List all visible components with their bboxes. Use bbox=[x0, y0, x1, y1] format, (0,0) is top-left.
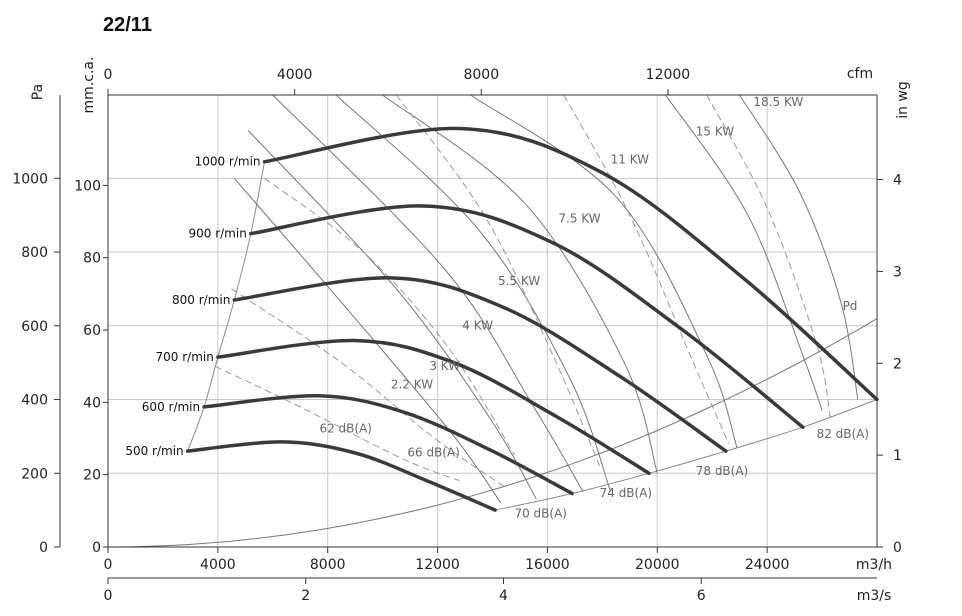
mmca-tick-label: 80 bbox=[83, 251, 101, 267]
m3h-tick-label: 24000 bbox=[745, 557, 790, 573]
mmca-axis-label: mm.c.a. bbox=[81, 57, 97, 114]
m3h-tick-label: 4000 bbox=[200, 557, 236, 573]
pd-label: Pd bbox=[843, 299, 858, 313]
power-line bbox=[665, 94, 823, 411]
speed-curve bbox=[202, 394, 574, 496]
speed-curve bbox=[249, 204, 805, 429]
noise-label: 66 dB(A) bbox=[407, 446, 460, 460]
noise-label: 74 dB(A) bbox=[600, 486, 653, 500]
pa-tick-label: 1000 bbox=[12, 171, 48, 187]
m3h-axis-label: m3/h bbox=[856, 557, 892, 573]
cfm-axis-label: cfm bbox=[847, 66, 873, 82]
cfm-tick-label: 4000 bbox=[277, 67, 313, 83]
pa-tick-label: 600 bbox=[21, 319, 48, 335]
noise-line bbox=[395, 94, 601, 467]
auxiliary-curves bbox=[107, 94, 878, 548]
power-line bbox=[247, 130, 537, 500]
noise-label: 62 dB(A) bbox=[319, 422, 372, 436]
m3h-tick-label: 0 bbox=[104, 557, 113, 573]
noise-label: 82 dB(A) bbox=[817, 427, 870, 441]
end-boundary-line bbox=[495, 399, 878, 511]
m3h-tick-label: 16000 bbox=[525, 557, 570, 573]
cfm-tick-label: 8000 bbox=[463, 67, 499, 83]
chart-title: 22/11 bbox=[103, 14, 152, 36]
mmca-tick-label: 60 bbox=[83, 323, 101, 339]
power-label: 7.5 KW bbox=[558, 212, 600, 226]
inwg-tick-label: 2 bbox=[893, 356, 902, 372]
power-line bbox=[382, 94, 658, 474]
speed-curve-label: 600 r/min bbox=[142, 400, 200, 414]
m3s-axis-label: m3/s bbox=[857, 588, 892, 604]
cfm-tick-label: 12000 bbox=[646, 67, 691, 83]
power-label: 4 KW bbox=[462, 318, 493, 332]
power-label: 2.2 KW bbox=[391, 377, 433, 391]
pd-curve bbox=[107, 318, 878, 548]
m3h-tick-label: 8000 bbox=[310, 557, 346, 573]
mmca-tick-label: 100 bbox=[74, 178, 101, 194]
m3h-tick-label: 12000 bbox=[415, 557, 460, 573]
speed-curve-label: 900 r/min bbox=[188, 227, 246, 241]
speed-curve bbox=[232, 276, 728, 453]
power-line bbox=[335, 94, 612, 492]
m3s-tick-label: 2 bbox=[301, 588, 310, 604]
speed-curve bbox=[262, 126, 879, 402]
pa-axis-label: Pa bbox=[30, 84, 46, 100]
power-label: 11 KW bbox=[611, 153, 650, 167]
pa-tick-label: 0 bbox=[39, 540, 48, 556]
pa-tick-label: 200 bbox=[21, 466, 48, 482]
inwg-tick-label: 4 bbox=[893, 173, 902, 189]
m3s-tick-label: 0 bbox=[104, 588, 113, 604]
noise-line bbox=[264, 177, 515, 456]
power-line bbox=[470, 94, 738, 448]
noise-line bbox=[214, 365, 460, 482]
mmca-tick-label: 40 bbox=[83, 395, 101, 411]
start-boundary-line bbox=[187, 161, 265, 452]
speed-curves bbox=[185, 126, 879, 512]
pa-tick-label: 800 bbox=[21, 245, 48, 261]
noise-line bbox=[706, 94, 831, 419]
m3s-tick-label: 4 bbox=[499, 588, 508, 604]
power-label: 18.5 KW bbox=[753, 95, 803, 109]
mmca-tick-label: 20 bbox=[83, 468, 101, 484]
noise-label: 78 dB(A) bbox=[696, 464, 749, 478]
cfm-tick-label: 0 bbox=[104, 67, 113, 83]
speed-curve-label: 1000 r/min bbox=[195, 155, 261, 169]
labels: Pd 2.2 KW 3 KW 4 KW 5.5 KW 7.5 KW 11 KW 15 KW 18… bbox=[125, 95, 869, 520]
speed-curve bbox=[185, 440, 497, 512]
power-label: 15 KW bbox=[696, 125, 735, 139]
speed-curve bbox=[216, 338, 651, 476]
inwg-tick-label: 0 bbox=[893, 540, 902, 556]
power-line bbox=[272, 94, 584, 492]
speed-curve-label: 500 r/min bbox=[125, 444, 183, 458]
power-label: 3 KW bbox=[429, 359, 460, 373]
noise-line bbox=[231, 288, 507, 489]
m3s-tick-label: 6 bbox=[697, 588, 706, 604]
speed-curve-label: 800 r/min bbox=[172, 293, 230, 307]
inwg-axis-label: in wg bbox=[895, 81, 911, 119]
grid bbox=[108, 95, 877, 547]
power-line bbox=[739, 94, 859, 400]
m3h-tick-label: 20000 bbox=[635, 557, 680, 573]
axes: 02004006008001000Pa020406080100mm.c.a.01… bbox=[12, 57, 911, 604]
power-line bbox=[233, 177, 502, 504]
mmca-tick-label: 0 bbox=[92, 540, 101, 556]
inwg-tick-label: 1 bbox=[893, 448, 902, 464]
inwg-tick-label: 3 bbox=[893, 264, 902, 280]
speed-curve-label: 700 r/min bbox=[156, 350, 214, 364]
noise-label: 70 dB(A) bbox=[514, 507, 567, 521]
power-label: 5.5 KW bbox=[498, 274, 540, 288]
noise-line bbox=[563, 94, 730, 444]
pa-tick-label: 400 bbox=[21, 393, 48, 409]
